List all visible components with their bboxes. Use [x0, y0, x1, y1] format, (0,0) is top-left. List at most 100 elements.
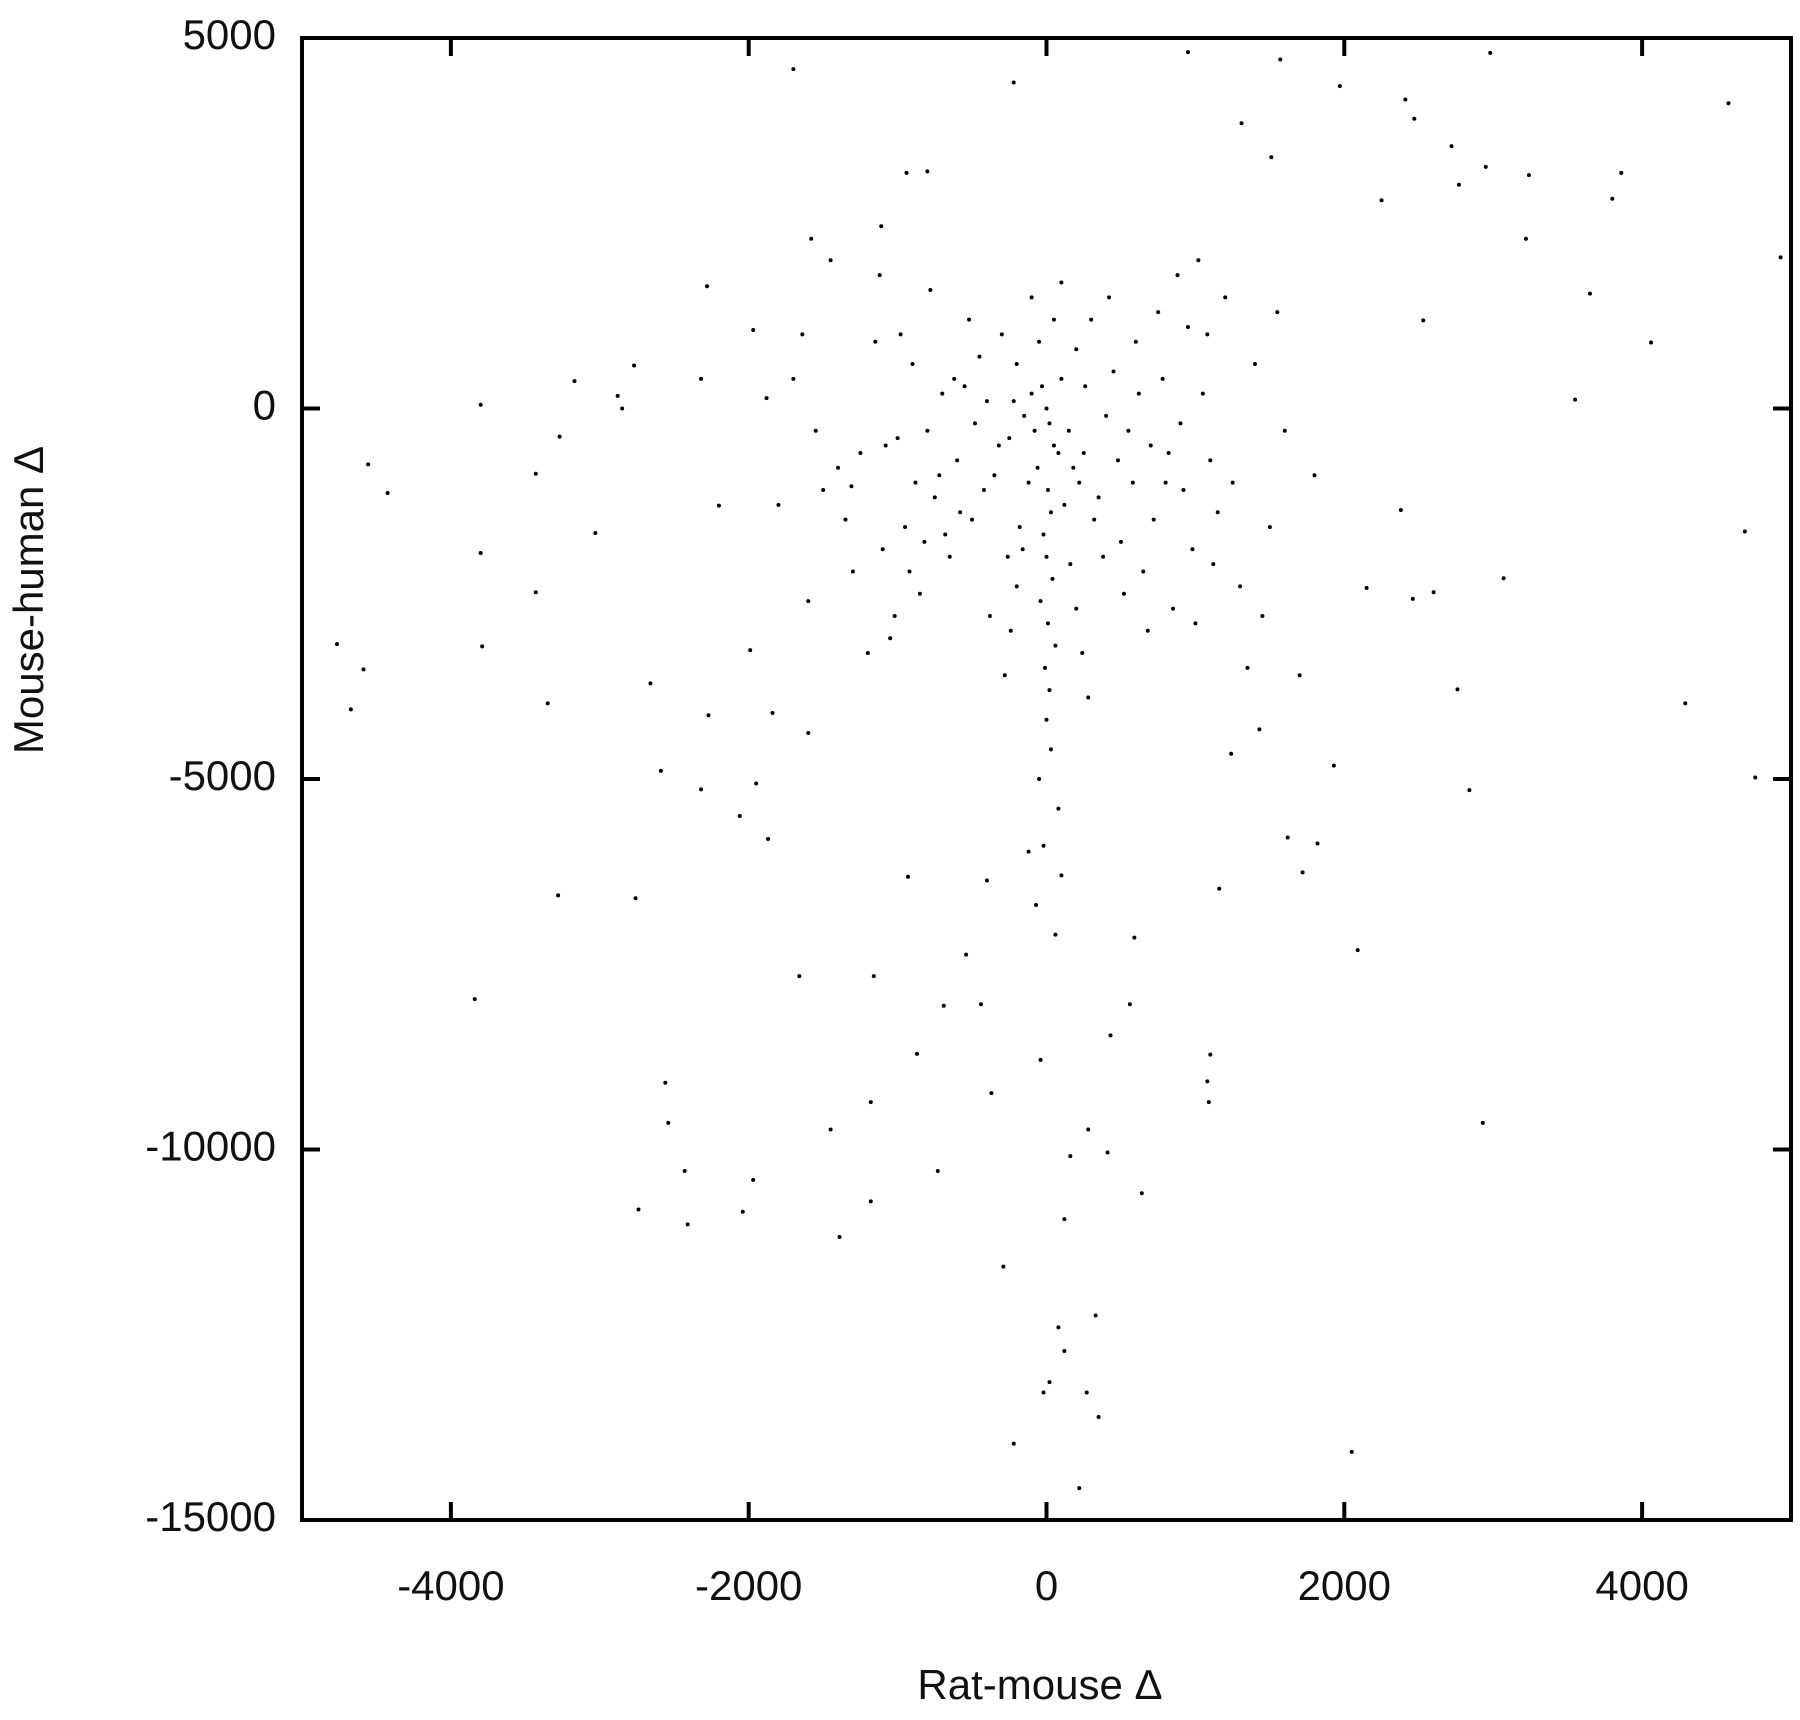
point	[903, 525, 908, 530]
point	[910, 362, 915, 367]
point	[913, 480, 918, 485]
point	[1412, 116, 1417, 121]
point	[1190, 547, 1195, 552]
point	[1007, 436, 1012, 441]
point	[996, 443, 1001, 448]
point	[989, 1091, 994, 1096]
point	[685, 1222, 690, 1227]
point	[556, 893, 561, 898]
point	[850, 569, 855, 574]
point	[1008, 628, 1013, 633]
point	[1071, 465, 1076, 470]
point	[1053, 643, 1058, 648]
point	[1048, 747, 1053, 752]
point	[1059, 280, 1064, 285]
point	[970, 517, 975, 522]
point	[545, 701, 550, 706]
point	[917, 591, 922, 596]
point	[1398, 508, 1403, 513]
point	[1108, 1033, 1113, 1038]
point	[1215, 510, 1220, 515]
point	[1175, 273, 1180, 278]
point	[1107, 295, 1112, 300]
point	[1051, 317, 1056, 322]
point	[1619, 170, 1624, 175]
point	[748, 648, 753, 653]
point	[947, 554, 952, 559]
point	[1080, 651, 1085, 656]
point	[1045, 488, 1050, 493]
point	[593, 530, 598, 535]
point	[1480, 1120, 1485, 1125]
point	[1044, 406, 1049, 411]
point	[1059, 376, 1064, 381]
point	[858, 450, 863, 455]
point	[1081, 450, 1086, 455]
point	[1269, 155, 1274, 160]
point	[1047, 421, 1052, 426]
point	[1001, 1264, 1006, 1269]
point	[1041, 1390, 1046, 1395]
point	[937, 473, 942, 478]
point	[1068, 562, 1073, 567]
point	[1089, 317, 1094, 322]
point	[1096, 1415, 1101, 1420]
point	[928, 287, 933, 292]
point	[1649, 340, 1654, 345]
point	[984, 399, 989, 404]
point	[776, 502, 781, 507]
point	[1062, 1349, 1067, 1354]
point	[533, 471, 538, 476]
point	[1062, 1217, 1067, 1222]
point	[828, 1127, 833, 1132]
point	[843, 517, 848, 522]
point	[1041, 843, 1046, 848]
point	[1455, 687, 1460, 692]
point	[1151, 517, 1156, 522]
point	[836, 465, 841, 470]
point	[1171, 606, 1176, 611]
point	[999, 332, 1004, 337]
point	[984, 878, 989, 883]
point	[952, 376, 957, 381]
y-tick-label: 0	[253, 382, 276, 429]
point	[935, 1168, 940, 1173]
point	[1160, 376, 1165, 381]
point	[706, 713, 711, 718]
point	[1011, 399, 1016, 404]
point	[1062, 502, 1067, 507]
point	[1115, 458, 1120, 463]
point	[766, 837, 771, 842]
point	[1587, 291, 1592, 296]
point	[770, 711, 775, 716]
point	[1083, 384, 1088, 389]
point	[914, 1051, 919, 1056]
point	[1364, 585, 1369, 590]
point	[1022, 413, 1027, 418]
point	[478, 402, 483, 407]
point	[1074, 347, 1079, 352]
point	[366, 462, 371, 467]
point	[737, 814, 742, 819]
point	[1011, 1441, 1016, 1446]
point	[877, 273, 882, 278]
point	[1118, 539, 1123, 544]
point	[1059, 873, 1064, 878]
point	[892, 613, 897, 618]
point	[751, 327, 756, 332]
point	[806, 731, 811, 736]
point	[1127, 1002, 1132, 1007]
point	[1037, 339, 1042, 344]
point	[1077, 1486, 1082, 1491]
point	[1029, 391, 1034, 396]
point	[958, 510, 963, 515]
point	[1208, 458, 1213, 463]
point	[1041, 532, 1046, 537]
point	[1005, 554, 1010, 559]
point	[1051, 443, 1056, 448]
point	[1238, 584, 1243, 589]
x-tick-label: 0	[1035, 1562, 1058, 1609]
point	[1141, 569, 1146, 574]
point	[1043, 665, 1048, 670]
point	[906, 874, 911, 879]
